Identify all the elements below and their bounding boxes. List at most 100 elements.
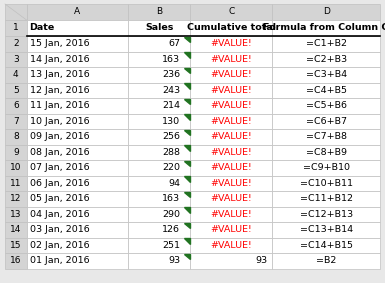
Polygon shape [184, 114, 190, 119]
Bar [272, 20, 380, 36]
Bar [5, 113, 27, 129]
Text: 256: 256 [162, 132, 180, 141]
Text: #VALUE!: #VALUE! [211, 132, 252, 141]
Bar [27, 160, 128, 175]
Bar [5, 4, 27, 20]
Text: 126: 126 [162, 225, 180, 234]
Bar [190, 129, 272, 145]
Bar [190, 113, 272, 129]
Text: #VALUE!: #VALUE! [211, 101, 252, 110]
Bar [128, 207, 190, 222]
Text: 03 Jan, 2016: 03 Jan, 2016 [30, 225, 89, 234]
Bar [190, 237, 272, 253]
Bar [5, 145, 27, 160]
Bar [27, 145, 128, 160]
Bar [128, 20, 190, 36]
Text: #VALUE!: #VALUE! [211, 194, 252, 203]
Text: =C14+B15: =C14+B15 [300, 241, 353, 250]
Bar [190, 191, 272, 207]
Bar [27, 83, 128, 98]
Bar [128, 4, 190, 20]
Bar [5, 67, 27, 83]
Bar [128, 222, 190, 237]
Bar [27, 129, 128, 145]
Text: A: A [74, 8, 80, 16]
Text: #VALUE!: #VALUE! [211, 210, 252, 219]
Text: 01 Jan, 2016: 01 Jan, 2016 [30, 256, 89, 265]
Text: =C1+B2: =C1+B2 [306, 39, 346, 48]
Bar [128, 52, 190, 67]
Bar [27, 98, 128, 113]
Bar [128, 83, 190, 98]
Text: 16: 16 [10, 256, 22, 265]
Text: 11 Jan, 2016: 11 Jan, 2016 [30, 101, 89, 110]
Text: 08 Jan, 2016: 08 Jan, 2016 [30, 148, 89, 157]
Text: =C11+B12: =C11+B12 [300, 194, 353, 203]
Text: 288: 288 [162, 148, 180, 157]
Bar [272, 175, 380, 191]
Bar [5, 253, 27, 269]
Bar [190, 83, 272, 98]
Bar [272, 207, 380, 222]
Bar [272, 4, 380, 20]
Polygon shape [184, 160, 190, 166]
Bar [190, 20, 272, 36]
Bar [128, 191, 190, 207]
Text: #VALUE!: #VALUE! [211, 179, 252, 188]
Text: #VALUE!: #VALUE! [211, 117, 252, 126]
Text: 290: 290 [162, 210, 180, 219]
Text: #VALUE!: #VALUE! [211, 225, 252, 234]
Bar [190, 98, 272, 113]
Bar [190, 253, 272, 269]
Text: #VALUE!: #VALUE! [211, 148, 252, 157]
Bar [128, 67, 190, 83]
Text: 3: 3 [13, 55, 18, 64]
Bar [272, 237, 380, 253]
Bar [190, 36, 272, 52]
Bar [272, 160, 380, 175]
Polygon shape [184, 222, 190, 228]
Bar [27, 191, 128, 207]
Text: 6: 6 [13, 101, 18, 110]
Bar [272, 129, 380, 145]
Bar [5, 237, 27, 253]
Text: =B2: =B2 [316, 256, 336, 265]
Text: #VALUE!: #VALUE! [211, 163, 252, 172]
Text: 7: 7 [13, 117, 18, 126]
Bar [5, 98, 27, 113]
Text: 220: 220 [162, 163, 180, 172]
Text: =C3+B4: =C3+B4 [306, 70, 346, 79]
Bar [272, 52, 380, 67]
Bar [272, 98, 380, 113]
Text: =C5+B6: =C5+B6 [306, 101, 346, 110]
Text: 4: 4 [13, 70, 18, 79]
Bar [190, 4, 272, 20]
Bar [272, 191, 380, 207]
Text: Cumulative total: Cumulative total [187, 23, 276, 33]
Text: 15: 15 [10, 241, 22, 250]
Bar [272, 145, 380, 160]
Bar [190, 52, 272, 67]
Text: =C7+B8: =C7+B8 [306, 132, 346, 141]
Bar [272, 83, 380, 98]
Text: 214: 214 [162, 101, 180, 110]
Text: 67: 67 [168, 39, 180, 48]
Text: =C12+B13: =C12+B13 [300, 210, 353, 219]
Text: 8: 8 [13, 132, 18, 141]
Text: 12: 12 [10, 194, 22, 203]
Text: =C10+B11: =C10+B11 [300, 179, 353, 188]
Text: 15 Jan, 2016: 15 Jan, 2016 [30, 39, 89, 48]
Text: 13 Jan, 2016: 13 Jan, 2016 [30, 70, 89, 79]
Text: #VALUE!: #VALUE! [211, 86, 252, 95]
Bar [27, 113, 128, 129]
Bar [27, 222, 128, 237]
Text: B: B [156, 8, 162, 16]
Bar [128, 113, 190, 129]
Text: 93: 93 [255, 256, 267, 265]
Bar [27, 175, 128, 191]
Text: #VALUE!: #VALUE! [211, 55, 252, 64]
Bar [27, 237, 128, 253]
Text: 14: 14 [10, 225, 22, 234]
Text: =C2+B3: =C2+B3 [306, 55, 346, 64]
Text: 236: 236 [162, 70, 180, 79]
